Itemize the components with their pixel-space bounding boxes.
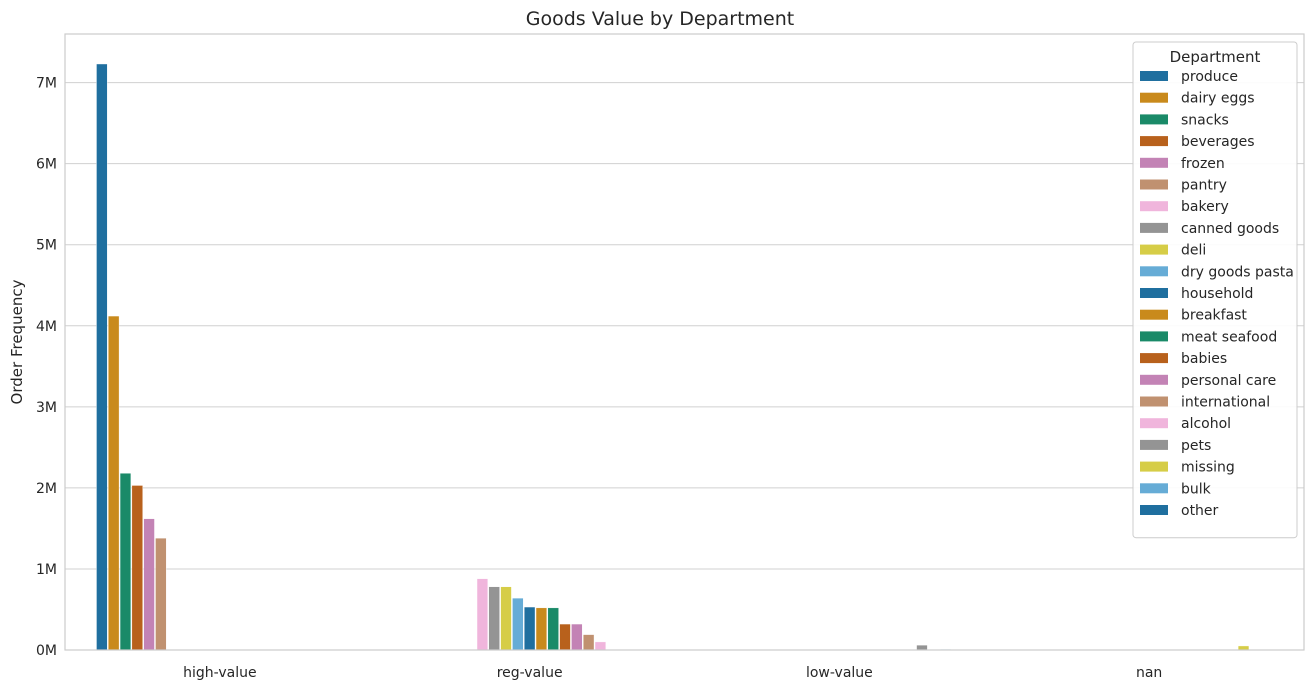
- y-tick-label: 2M: [36, 481, 57, 497]
- bar: [547, 607, 559, 651]
- legend-swatch: [1140, 157, 1168, 168]
- legend-swatch: [1140, 114, 1168, 125]
- legend-label: babies: [1181, 351, 1227, 367]
- legend-label: produce: [1181, 69, 1238, 85]
- bar: [131, 485, 143, 651]
- legend-swatch: [1140, 418, 1168, 429]
- y-tick-label: 5M: [36, 238, 57, 254]
- legend-swatch: [1140, 244, 1168, 255]
- legend-swatch: [1140, 331, 1168, 342]
- y-tick-label: 1M: [36, 562, 57, 578]
- bars-group: [96, 63, 1250, 651]
- bar: [583, 634, 595, 651]
- legend-label: alcohol: [1181, 416, 1231, 432]
- bar: [524, 606, 536, 651]
- legend-label: other: [1181, 503, 1219, 519]
- legend-title: Department: [1170, 48, 1261, 66]
- bar: [571, 623, 583, 651]
- legend-swatch: [1140, 505, 1168, 515]
- legend: Department produce dairy eggs snacks beverag…: [1132, 41, 1298, 539]
- bar: [559, 623, 571, 651]
- bar: [476, 578, 489, 651]
- bar: [119, 473, 132, 651]
- legend-swatch: [1140, 396, 1168, 407]
- bar: [916, 644, 928, 651]
- legend-swatch: [1140, 353, 1168, 364]
- legend-swatch: [1140, 374, 1168, 385]
- legend-label: international: [1181, 395, 1270, 411]
- legend-swatch: [1140, 288, 1168, 298]
- bar: [594, 641, 607, 651]
- legend-box: [1132, 41, 1298, 539]
- legend-label: missing: [1181, 460, 1235, 476]
- legend-label: bulk: [1181, 481, 1212, 497]
- y-axis-label: Order Frequency: [8, 279, 26, 404]
- y-tick-label: 3M: [36, 400, 57, 416]
- x-axis-ticks: high-value reg-value low-value nan: [183, 665, 1162, 681]
- y-tick-label: 0M: [36, 643, 57, 659]
- legend-label: dry goods pasta: [1181, 264, 1294, 280]
- legend-swatch: [1140, 483, 1168, 494]
- legend-swatch: [1140, 71, 1168, 81]
- plot-frame: [64, 33, 1305, 651]
- x-tick-label: reg-value: [497, 665, 563, 681]
- grid-lines: [65, 82, 1304, 651]
- chart-title: Goods Value by Department: [526, 8, 795, 30]
- y-tick-label: 7M: [36, 76, 57, 92]
- legend-label: pets: [1181, 438, 1211, 454]
- bar: [108, 315, 120, 651]
- legend-label: frozen: [1181, 156, 1225, 172]
- legend-label: meat seafood: [1181, 329, 1277, 345]
- legend-label: beverages: [1181, 134, 1255, 150]
- legend-label: canned goods: [1181, 221, 1279, 237]
- legend-swatch: [1140, 266, 1168, 277]
- bar: [488, 586, 500, 651]
- legend-label: deli: [1181, 243, 1206, 259]
- legend-swatch: [1140, 222, 1168, 233]
- bar: [500, 586, 512, 651]
- legend-swatch: [1140, 461, 1168, 472]
- legend-label: personal care: [1181, 373, 1276, 389]
- legend-swatch: [1140, 136, 1168, 147]
- x-tick-label: low-value: [806, 665, 873, 681]
- legend-swatch: [1140, 179, 1168, 190]
- y-tick-label: 6M: [36, 157, 57, 173]
- legend-label: dairy eggs: [1181, 91, 1255, 107]
- bar: [143, 518, 155, 651]
- legend-swatch: [1140, 309, 1168, 320]
- legend-label: household: [1181, 286, 1253, 302]
- bar: [96, 63, 108, 651]
- bar: [512, 597, 524, 651]
- legend-swatch: [1140, 201, 1168, 212]
- x-tick-label: high-value: [183, 665, 256, 681]
- bar: [535, 607, 548, 651]
- legend-label: breakfast: [1181, 308, 1247, 324]
- legend-label: pantry: [1181, 178, 1227, 194]
- legend-swatch: [1140, 439, 1168, 450]
- y-tick-label: 4M: [36, 319, 57, 335]
- bar: [155, 537, 167, 651]
- bar: [1237, 645, 1250, 651]
- y-axis-ticks: 0M 1M 2M 3M 4M 5M 6M 7M: [36, 76, 57, 659]
- x-tick-label: nan: [1136, 665, 1162, 681]
- legend-swatch: [1140, 92, 1168, 103]
- legend-label: bakery: [1181, 199, 1229, 215]
- legend-label: snacks: [1181, 112, 1229, 128]
